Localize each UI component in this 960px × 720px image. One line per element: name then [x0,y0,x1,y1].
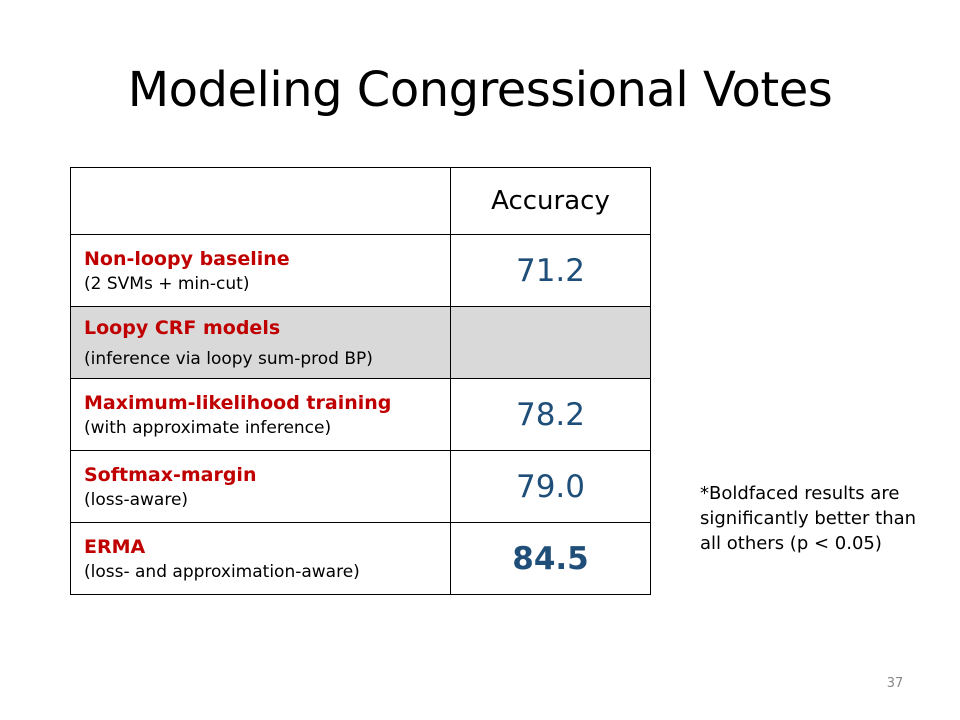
significance-footnote: *Boldfaced results are significantly bet… [700,483,917,554]
accuracy-value: 79.0 [450,450,651,523]
method-cell: ERMA (loss- and approximation-aware) [70,522,451,595]
table-row-erma: ERMA (loss- and approximation-aware) 84.… [70,522,651,595]
accuracy-value-bold: 84.5 [450,522,651,595]
table-row-maximum-likelihood: Maximum-likelihood training (with approx… [70,378,651,451]
accuracy-value: 78.2 [450,378,651,451]
method-name: Non-loopy baseline [84,247,290,270]
method-name: Loopy CRF models [84,316,281,339]
method-cell: Maximum-likelihood training (with approx… [70,378,451,451]
method-description: (with approximate inference) [84,417,332,438]
method-description: (inference via loopy sum-prod BP) [84,348,373,369]
table-row-loopy-crf-models: Loopy CRF models (inference via loopy su… [70,306,651,379]
method-description: (2 SVMs + min-cut) [84,273,250,294]
header-method-cell [70,167,451,235]
method-cell: Softmax-margin (loss-aware) [70,450,451,523]
method-cell: Non-loopy baseline (2 SVMs + min-cut) [70,234,451,307]
table-row-non-loopy-baseline: Non-loopy baseline (2 SVMs + min-cut) 71… [70,234,651,307]
method-cell: Loopy CRF models (inference via loopy su… [70,306,451,379]
method-description: (loss-aware) [84,489,189,510]
method-name: ERMA [84,535,146,558]
slide-title: Modeling Congressional Votes [127,62,833,118]
results-table: Accuracy Non-loopy baseline (2 SVMs + mi… [70,167,651,595]
accuracy-value [450,306,651,379]
method-name: Maximum-likelihood training [84,391,392,414]
table-header-row: Accuracy [70,167,651,235]
accuracy-value: 71.2 [450,234,651,307]
method-name: Softmax-margin [84,463,257,486]
header-accuracy-cell: Accuracy [450,167,651,235]
table-row-softmax-margin: Softmax-margin (loss-aware) 79.0 [70,450,651,523]
method-description: (loss- and approximation-aware) [84,561,360,582]
page-number: 37 [886,676,904,691]
